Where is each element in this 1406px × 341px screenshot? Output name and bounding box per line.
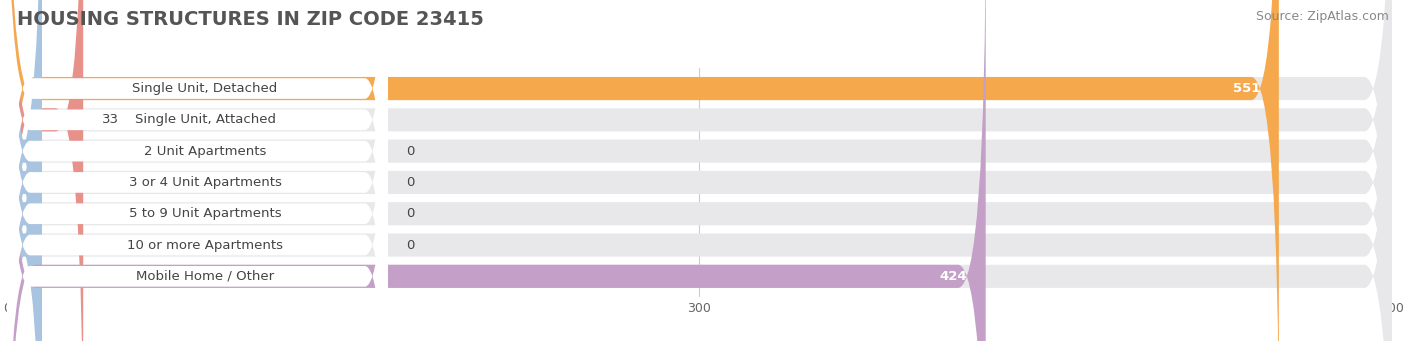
FancyBboxPatch shape [7,0,42,341]
Text: 0: 0 [406,176,415,189]
FancyBboxPatch shape [7,0,1392,341]
Text: Single Unit, Attached: Single Unit, Attached [135,113,276,126]
Text: Single Unit, Detached: Single Unit, Detached [132,82,278,95]
FancyBboxPatch shape [7,0,42,341]
Text: 5 to 9 Unit Apartments: 5 to 9 Unit Apartments [129,207,281,220]
Text: Mobile Home / Other: Mobile Home / Other [136,270,274,283]
FancyBboxPatch shape [7,0,1392,341]
Text: 0: 0 [406,239,415,252]
Text: Source: ZipAtlas.com: Source: ZipAtlas.com [1256,10,1389,23]
FancyBboxPatch shape [7,0,388,341]
Text: 0: 0 [406,145,415,158]
Text: 10 or more Apartments: 10 or more Apartments [127,239,283,252]
Text: 424: 424 [939,270,967,283]
FancyBboxPatch shape [7,0,1279,341]
Text: 3 or 4 Unit Apartments: 3 or 4 Unit Apartments [128,176,281,189]
Text: HOUSING STRUCTURES IN ZIP CODE 23415: HOUSING STRUCTURES IN ZIP CODE 23415 [17,10,484,29]
Text: 0: 0 [406,207,415,220]
FancyBboxPatch shape [7,0,388,341]
Text: 551: 551 [1233,82,1260,95]
FancyBboxPatch shape [7,0,388,341]
FancyBboxPatch shape [7,0,42,341]
FancyBboxPatch shape [7,0,1392,341]
FancyBboxPatch shape [7,0,388,341]
FancyBboxPatch shape [7,0,1392,341]
FancyBboxPatch shape [7,0,42,341]
FancyBboxPatch shape [7,0,388,341]
FancyBboxPatch shape [7,0,986,341]
Text: 2 Unit Apartments: 2 Unit Apartments [143,145,266,158]
FancyBboxPatch shape [7,0,388,341]
FancyBboxPatch shape [7,0,1392,341]
FancyBboxPatch shape [7,0,83,341]
Text: 33: 33 [101,113,118,126]
FancyBboxPatch shape [7,0,1392,341]
FancyBboxPatch shape [7,0,1392,341]
FancyBboxPatch shape [7,0,388,341]
